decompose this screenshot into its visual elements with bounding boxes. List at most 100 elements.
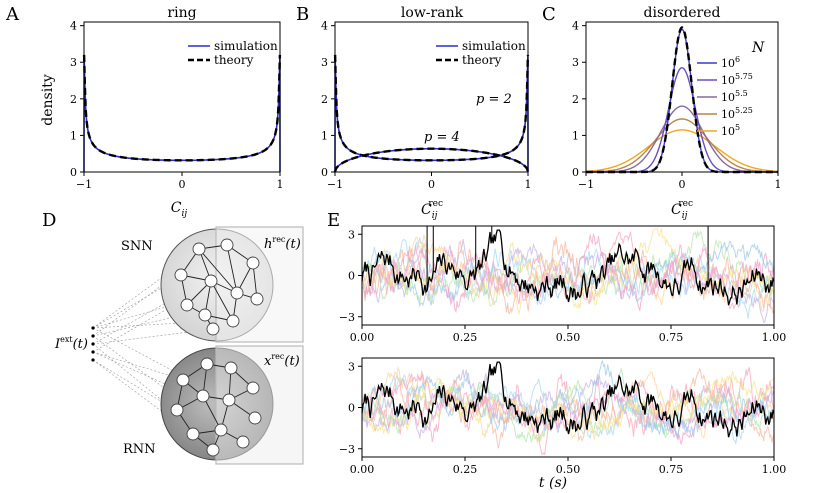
panel-a-plot xyxy=(82,54,282,173)
synapse xyxy=(226,244,238,294)
panel-b-legend: simulation theory xyxy=(436,39,526,67)
x-rec-label: xrec(t) xyxy=(264,352,300,369)
panel-e-xlabel: t (s) xyxy=(539,475,567,491)
panel-b-plot xyxy=(333,54,530,173)
neuron-node xyxy=(220,238,234,252)
background-trace xyxy=(361,228,775,315)
panel-e-top-ticks: 0.00 0.25 0.50 0.75 1.00 −3 0 3 xyxy=(339,228,786,344)
x-tick-label: 0 xyxy=(179,178,186,191)
panel-e-bottom: 0.00 0.25 0.50 0.75 1.00 −3 0 3 xyxy=(339,357,786,476)
neuron-node xyxy=(196,389,210,403)
legend-entry: 105 xyxy=(721,123,740,138)
x-tick-label: 0.00 xyxy=(350,463,375,476)
series-simulation xyxy=(83,54,281,173)
panel-b-title: low-rank xyxy=(401,5,464,21)
x-tick-label: 0.50 xyxy=(556,463,581,476)
series-n-3 xyxy=(585,118,779,173)
neuron-node xyxy=(224,361,238,375)
legend-theory-label: theory xyxy=(462,53,502,67)
highlighted-trace xyxy=(361,229,775,306)
panel-e-bottom-frame xyxy=(361,357,775,458)
panel-c-title: disordered xyxy=(644,5,721,21)
x-tick-label: 0 xyxy=(679,178,686,191)
background-trace xyxy=(361,232,775,314)
y-tick-label: 1 xyxy=(572,129,579,142)
panel-c-plot xyxy=(585,26,779,174)
y-tick-label: 0 xyxy=(348,402,355,415)
panel-a-xlabel: Cij xyxy=(171,200,188,219)
neuron-node xyxy=(246,381,260,395)
series-p2-theory xyxy=(333,54,530,162)
synapse xyxy=(198,248,238,294)
panel-label-a: A xyxy=(5,4,20,25)
input-label: Iext(t) xyxy=(54,335,88,352)
neuron-node xyxy=(170,403,184,417)
neuron-node xyxy=(230,286,244,300)
neuron-node xyxy=(204,274,218,288)
snn-label: SNN xyxy=(121,239,153,254)
panel-b-frame xyxy=(334,21,529,173)
y-tick-label: 3 xyxy=(348,228,355,241)
annotation-p2: p = 2 xyxy=(476,92,512,107)
legend-simulation-label: simulation xyxy=(214,39,278,53)
background-trace xyxy=(361,234,775,312)
neuron-node xyxy=(248,411,262,425)
input-nodes xyxy=(91,326,95,362)
series-n-0 xyxy=(586,28,778,173)
y-tick-label: 1 xyxy=(321,129,328,142)
panel-e-bottom-ticks: 0.00 0.25 0.50 0.75 1.00 −3 0 3 xyxy=(339,360,786,476)
neuron-node xyxy=(214,423,228,437)
snn-graph xyxy=(174,238,264,336)
neuron-node xyxy=(186,427,200,441)
x-tick-label: 0.50 xyxy=(556,331,581,344)
neuron-node xyxy=(198,308,212,322)
panel-d: D Iext(t) xyxy=(42,210,304,465)
series-theory xyxy=(82,54,282,162)
y-tick-label: 0 xyxy=(348,270,355,283)
neuron-node xyxy=(180,298,194,312)
legend-simulation-label: simulation xyxy=(462,39,526,53)
legend-entry: 105.25 xyxy=(721,106,753,121)
y-tick-label: 4 xyxy=(572,20,579,33)
x-tick-label: 0.75 xyxy=(659,463,684,476)
x-tick-label: 1 xyxy=(775,178,782,191)
background-trace xyxy=(361,371,775,440)
neuron-node xyxy=(236,435,250,449)
synapse xyxy=(210,280,234,322)
background-trace xyxy=(361,240,775,308)
neuron-node xyxy=(192,242,206,256)
legend-entry: 106 xyxy=(721,55,740,70)
neuron-node xyxy=(206,322,220,336)
y-tick-label: 2 xyxy=(572,93,579,106)
neuron-node xyxy=(176,373,190,387)
neuron-node xyxy=(226,314,240,328)
neuron-node xyxy=(206,443,220,457)
panel-e: E 0.00 0.25 0.50 0.75 1.00−303 0.00 0.25 0.50 0… xyxy=(327,210,786,491)
background-trace xyxy=(361,372,775,445)
highlighted-trace xyxy=(361,361,775,438)
x-tick-label: −1 xyxy=(578,178,594,191)
panel-label-e: E xyxy=(327,210,340,231)
y-tick-label: −3 xyxy=(339,443,355,456)
neuron-node xyxy=(246,256,260,270)
panel-e-top-frame xyxy=(361,225,775,326)
legend-theory-label: theory xyxy=(214,53,254,67)
x-tick-label: −1 xyxy=(327,178,343,191)
y-tick-label: 3 xyxy=(572,56,579,69)
panel-c-legend: N 106 105.75 105.5 105.25 105 xyxy=(697,40,765,138)
neuron-node xyxy=(222,393,236,407)
series-n-2 xyxy=(586,105,778,173)
y-tick-label: 2 xyxy=(70,93,77,106)
background-trace xyxy=(361,367,775,449)
legend-n-title: N xyxy=(751,40,765,56)
panel-c-xlabel: Cijrec xyxy=(671,199,693,221)
y-tick-label: 4 xyxy=(70,20,77,33)
y-tick-label: 0 xyxy=(70,166,77,179)
series-n-4 xyxy=(585,129,779,173)
legend-entry: 105.75 xyxy=(721,72,753,87)
y-tick-label: 1 xyxy=(70,129,77,142)
